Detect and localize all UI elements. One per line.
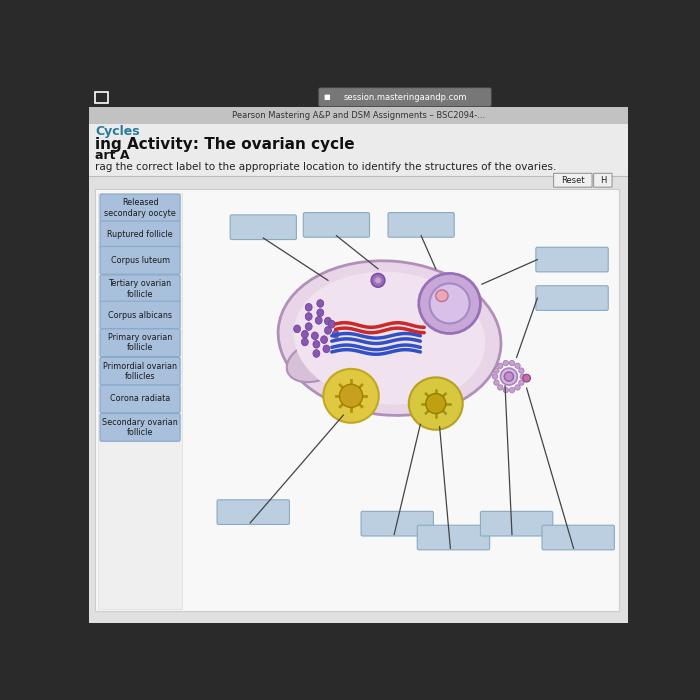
Text: Reset: Reset — [561, 176, 584, 185]
Ellipse shape — [317, 300, 323, 307]
Ellipse shape — [494, 368, 499, 373]
Ellipse shape — [302, 338, 308, 346]
Ellipse shape — [498, 385, 503, 390]
Ellipse shape — [419, 274, 480, 333]
Text: H: H — [600, 176, 606, 185]
Ellipse shape — [494, 380, 499, 385]
Text: Tertiary ovarian
follicle: Tertiary ovarian follicle — [108, 279, 172, 298]
Ellipse shape — [371, 274, 385, 287]
FancyBboxPatch shape — [417, 525, 490, 550]
Ellipse shape — [315, 316, 322, 324]
Text: Secondary ovarian
follicle: Secondary ovarian follicle — [102, 418, 178, 437]
Ellipse shape — [503, 387, 508, 393]
Ellipse shape — [523, 374, 531, 382]
Ellipse shape — [519, 368, 524, 373]
Ellipse shape — [510, 360, 514, 366]
FancyBboxPatch shape — [100, 301, 180, 329]
Ellipse shape — [325, 326, 331, 335]
Ellipse shape — [305, 304, 312, 311]
FancyBboxPatch shape — [303, 213, 370, 237]
Text: Primary ovarian
follicle: Primary ovarian follicle — [108, 333, 172, 352]
Text: Ruptured follicle: Ruptured follicle — [107, 230, 173, 239]
Ellipse shape — [520, 374, 526, 379]
Ellipse shape — [313, 340, 320, 348]
FancyBboxPatch shape — [230, 215, 296, 239]
Ellipse shape — [430, 284, 470, 323]
Ellipse shape — [340, 384, 363, 407]
Text: ■: ■ — [323, 94, 330, 100]
Ellipse shape — [374, 277, 382, 284]
FancyBboxPatch shape — [95, 190, 619, 612]
FancyBboxPatch shape — [361, 511, 433, 536]
Ellipse shape — [332, 330, 339, 338]
FancyBboxPatch shape — [90, 84, 629, 108]
FancyBboxPatch shape — [536, 286, 608, 310]
Text: rag the correct label to the appropriate location to identify the structures of : rag the correct label to the appropriate… — [95, 162, 556, 172]
FancyBboxPatch shape — [480, 511, 553, 536]
Ellipse shape — [426, 393, 446, 414]
Ellipse shape — [514, 385, 520, 390]
Ellipse shape — [498, 363, 503, 368]
Ellipse shape — [492, 374, 498, 379]
Ellipse shape — [514, 363, 520, 368]
Text: Corpus luteum: Corpus luteum — [111, 256, 169, 265]
Text: art A: art A — [95, 149, 130, 162]
Text: Pearson Mastering A&P and DSM Assignments – BSC2094-...: Pearson Mastering A&P and DSM Assignment… — [232, 111, 485, 120]
Text: Released
secondary oocyte: Released secondary oocyte — [104, 198, 176, 218]
FancyBboxPatch shape — [100, 357, 180, 385]
FancyBboxPatch shape — [217, 500, 290, 524]
FancyBboxPatch shape — [542, 525, 615, 550]
Ellipse shape — [313, 349, 320, 357]
Ellipse shape — [294, 325, 300, 332]
Text: ing Activity: The ovarian cycle: ing Activity: The ovarian cycle — [95, 136, 355, 152]
FancyBboxPatch shape — [90, 124, 629, 176]
Ellipse shape — [321, 336, 328, 344]
FancyBboxPatch shape — [99, 193, 182, 609]
FancyBboxPatch shape — [536, 247, 608, 272]
Text: Corona radiata: Corona radiata — [110, 394, 170, 403]
FancyBboxPatch shape — [100, 194, 180, 222]
FancyBboxPatch shape — [90, 124, 629, 623]
Ellipse shape — [325, 317, 331, 325]
FancyBboxPatch shape — [90, 107, 629, 124]
FancyBboxPatch shape — [554, 174, 592, 187]
Ellipse shape — [503, 360, 508, 366]
Ellipse shape — [500, 368, 517, 385]
Ellipse shape — [287, 340, 346, 382]
Text: Primordial ovarian
follicles: Primordial ovarian follicles — [103, 361, 177, 381]
FancyBboxPatch shape — [594, 174, 612, 187]
Ellipse shape — [323, 345, 330, 353]
Ellipse shape — [278, 261, 501, 415]
Ellipse shape — [302, 330, 308, 338]
FancyBboxPatch shape — [100, 246, 180, 274]
Ellipse shape — [323, 369, 379, 423]
Ellipse shape — [435, 290, 448, 302]
Ellipse shape — [328, 321, 335, 328]
Ellipse shape — [317, 309, 323, 316]
FancyBboxPatch shape — [100, 275, 180, 302]
Ellipse shape — [305, 313, 312, 321]
Ellipse shape — [409, 377, 463, 430]
FancyBboxPatch shape — [100, 414, 180, 441]
FancyBboxPatch shape — [318, 88, 491, 106]
Ellipse shape — [294, 272, 485, 405]
Text: Cycles: Cycles — [95, 125, 140, 138]
FancyBboxPatch shape — [100, 221, 180, 248]
FancyBboxPatch shape — [100, 329, 180, 356]
Ellipse shape — [504, 372, 514, 382]
Text: session.masteringaandp.com: session.masteringaandp.com — [343, 92, 467, 102]
Ellipse shape — [312, 332, 318, 340]
Ellipse shape — [510, 387, 514, 393]
FancyBboxPatch shape — [100, 385, 180, 413]
FancyBboxPatch shape — [388, 213, 454, 237]
Ellipse shape — [519, 380, 524, 385]
Text: Corpus albicans: Corpus albicans — [108, 311, 172, 319]
Ellipse shape — [305, 323, 312, 330]
